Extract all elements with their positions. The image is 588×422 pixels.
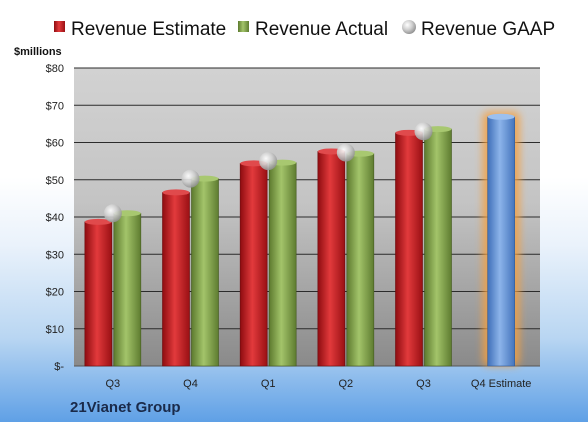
y-tick-label: $50: [46, 175, 64, 187]
marker-revenue-gaap: [414, 122, 433, 141]
bar-revenue-actual: [268, 162, 297, 367]
bar-revenue-estimate: [317, 151, 346, 367]
bar-forecast: [487, 116, 515, 367]
x-tick-label: Q2: [338, 378, 353, 390]
x-axis-labels: Q3 Q4 Q1 Q2 Q3 Q4 Estimate: [105, 378, 531, 390]
bar-cap-forecast: [487, 113, 515, 120]
bars: [84, 111, 520, 367]
marker-revenue-gaap: [259, 152, 278, 171]
y-tick-label: $10: [46, 324, 64, 336]
bar-cap-revenue-estimate: [162, 189, 190, 196]
bar-revenue-actual: [424, 128, 452, 367]
bar-revenue-estimate: [84, 221, 113, 367]
legend-marker-revenue-gaap: [402, 20, 416, 34]
bar-cap-revenue-estimate: [84, 218, 112, 225]
y-tick-label: $40: [46, 212, 64, 224]
legend-label-revenue-gaap: Revenue GAAP: [421, 19, 555, 40]
y-tick-label: $30: [46, 249, 64, 261]
y-axis-ticks: $- $10 $20 $30 $40 $50 $60 $70 $80: [46, 63, 65, 373]
legend-swatch-revenue-actual: [238, 21, 249, 32]
x-tick-label: Q4: [183, 378, 198, 390]
unit-label: $millions: [14, 46, 62, 58]
legend: Revenue Estimate Revenue Actual Revenue …: [54, 19, 555, 40]
x-tick-label: Q3: [105, 378, 120, 390]
y-tick-label: $-: [54, 361, 64, 373]
y-tick-label: $70: [46, 100, 64, 112]
legend-label-revenue-estimate: Revenue Estimate: [71, 19, 226, 40]
x-tick-label: Q4 Estimate: [471, 378, 532, 390]
y-tick-label: $60: [46, 138, 64, 150]
bar-revenue-actual: [191, 178, 219, 367]
y-tick-label: $80: [46, 63, 64, 75]
bar-revenue-actual: [346, 153, 375, 367]
bar-revenue-estimate: [239, 163, 268, 367]
bar-revenue-estimate: [162, 192, 190, 367]
marker-revenue-gaap: [336, 143, 355, 162]
x-tick-label: Q1: [261, 378, 276, 390]
y-tick-label: $20: [46, 287, 64, 299]
company-name: 21Vianet Group: [70, 399, 181, 416]
bar-revenue-estimate: [395, 132, 423, 367]
legend-label-revenue-actual: Revenue Actual: [255, 19, 388, 40]
x-tick-label: Q3: [416, 378, 431, 390]
marker-revenue-gaap: [103, 204, 122, 223]
bar-revenue-actual: [113, 212, 142, 367]
gaap-markers: [103, 122, 433, 223]
gridlines: [74, 67, 540, 367]
legend-swatch-revenue-estimate: [54, 21, 65, 32]
marker-revenue-gaap: [181, 169, 200, 188]
